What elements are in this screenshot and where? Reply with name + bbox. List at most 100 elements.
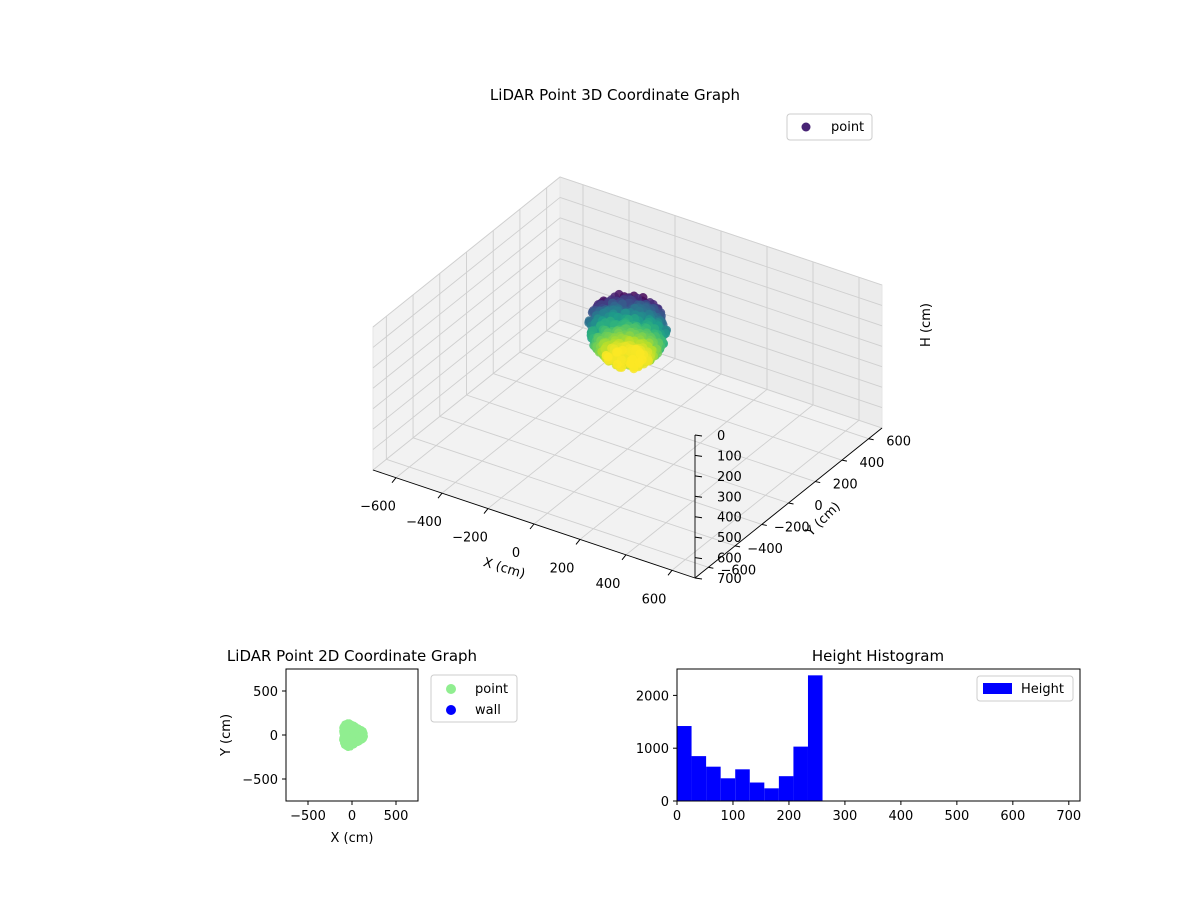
grid-line-h-left <box>372 299 561 450</box>
chart-3d-title: LiDAR Point 3D Coordinate Graph <box>490 86 740 104</box>
point-3d <box>613 312 623 322</box>
grid-line-y-floor <box>386 458 709 568</box>
z-tick-label: 300 <box>717 490 742 505</box>
x-tick-mark <box>621 554 627 561</box>
chart-3d-point-cloud <box>584 289 671 374</box>
y-tick-label: 1000 <box>636 742 669 757</box>
histogram-bar <box>749 782 765 801</box>
y-tick-label: −500 <box>242 773 278 788</box>
x-tick-label: 500 <box>944 809 969 824</box>
point-2d <box>348 741 355 748</box>
y-tick-label: 200 <box>833 478 858 493</box>
x-tick-label: −400 <box>406 515 442 530</box>
grid-line-y-floor <box>493 373 816 482</box>
point-2d <box>350 723 357 731</box>
legend-marker-point <box>801 122 811 132</box>
y-tick-label: 600 <box>886 435 911 450</box>
histogram-bar <box>720 778 736 801</box>
y-tick-label: −400 <box>747 542 783 557</box>
chart-2d-xlabel: X (cm) <box>331 831 374 846</box>
point-3d <box>628 354 638 364</box>
x-tick-label: 0 <box>673 809 681 824</box>
chart-2d-ylabel: Y (cm) <box>219 714 234 757</box>
histogram-bars <box>677 675 823 801</box>
histogram-bar <box>793 746 808 801</box>
point-3d <box>634 357 644 367</box>
chart-histogram: Height Histogram 0 100 200 300 400 500 600 700 0… <box>636 647 1081 824</box>
z-tick-label: 0 <box>717 429 725 444</box>
x-tick-label: 400 <box>888 809 913 824</box>
y-tick-label: 500 <box>253 685 278 700</box>
y-tick-label: 0 <box>661 795 669 810</box>
chart-histogram-legend: Height <box>976 675 1074 702</box>
legend-label-point: point <box>475 682 508 697</box>
histogram-bar <box>764 788 779 801</box>
chart-3d-legend: point <box>786 113 873 141</box>
y-tick-mark <box>708 566 714 569</box>
z-tick-mark <box>694 475 703 478</box>
x-tick-label: 400 <box>596 577 621 592</box>
legend-marker-point <box>446 684 456 694</box>
z-tick-mark <box>694 557 703 560</box>
x-tick-label: −500 <box>290 809 326 824</box>
chart-histogram-frame <box>676 668 1081 802</box>
histogram-bar <box>778 776 794 801</box>
point-2d <box>343 728 350 735</box>
z-tick-mark <box>694 454 703 457</box>
histogram-bar <box>706 766 721 801</box>
z-tick-label: 500 <box>717 531 742 546</box>
point-3d <box>603 352 613 362</box>
grid-line-h-back <box>559 176 883 286</box>
histogram-bar <box>677 726 692 801</box>
x-tick-mark <box>483 508 489 514</box>
z-tick-label: 600 <box>717 552 742 567</box>
z-tick-mark <box>694 516 703 519</box>
grid-line-y-floor <box>519 351 843 461</box>
chart-2d-title: LiDAR Point 2D Coordinate Graph <box>227 647 477 665</box>
y-tick-label: 0 <box>814 499 822 514</box>
z-tick-mark <box>694 434 703 437</box>
point-2d <box>342 740 349 747</box>
y-tick-label: 2000 <box>636 689 669 704</box>
legend-marker-wall <box>446 705 456 715</box>
y-tick-mark <box>815 481 821 484</box>
x-tick-label: 0 <box>512 546 520 561</box>
y-tick-mark <box>761 523 767 526</box>
x-tick-mark <box>529 523 535 530</box>
z-tick-label: 200 <box>717 470 742 485</box>
x-tick-mark <box>575 539 581 545</box>
x-tick-label: 200 <box>550 561 575 576</box>
x-tick-label: 300 <box>833 809 858 824</box>
z-tick-mark <box>694 495 703 498</box>
y-tick-label: 400 <box>860 456 885 471</box>
chart-3d-zlabel: H (cm) <box>919 303 934 347</box>
y-tick-mark <box>868 438 874 441</box>
point-2d <box>344 734 352 741</box>
grid-line-h-left <box>372 217 561 369</box>
histogram-bar <box>735 769 750 801</box>
legend-frame <box>786 113 873 141</box>
grid-line-y-floor <box>439 416 762 525</box>
chart-histogram-title: Height Histogram <box>812 647 944 665</box>
grid-line-h-back <box>559 217 883 327</box>
x-tick-label: 700 <box>1056 809 1081 824</box>
grid-line-h-back <box>559 237 883 347</box>
x-tick-label: 100 <box>721 809 746 824</box>
grid-line-h-left <box>372 319 561 471</box>
x-tick-label: 500 <box>384 809 409 824</box>
grid-line-h-left <box>372 176 561 328</box>
grid-line-h-back <box>559 258 883 368</box>
y-tick-label: 0 <box>270 729 278 744</box>
x-tick-label: −600 <box>360 500 396 515</box>
chart-2d-legend: point wall <box>430 674 518 723</box>
y-tick-mark <box>734 545 741 548</box>
legend-label-height: Height <box>1021 682 1064 697</box>
grid-line-h-left <box>372 197 561 348</box>
z-tick-label: 100 <box>717 449 742 464</box>
x-tick-label: 600 <box>642 592 667 607</box>
grid-line-y-floor <box>466 394 789 504</box>
point-3d <box>612 359 622 369</box>
grid-line-h-left <box>372 278 561 430</box>
x-tick-mark <box>391 477 397 484</box>
